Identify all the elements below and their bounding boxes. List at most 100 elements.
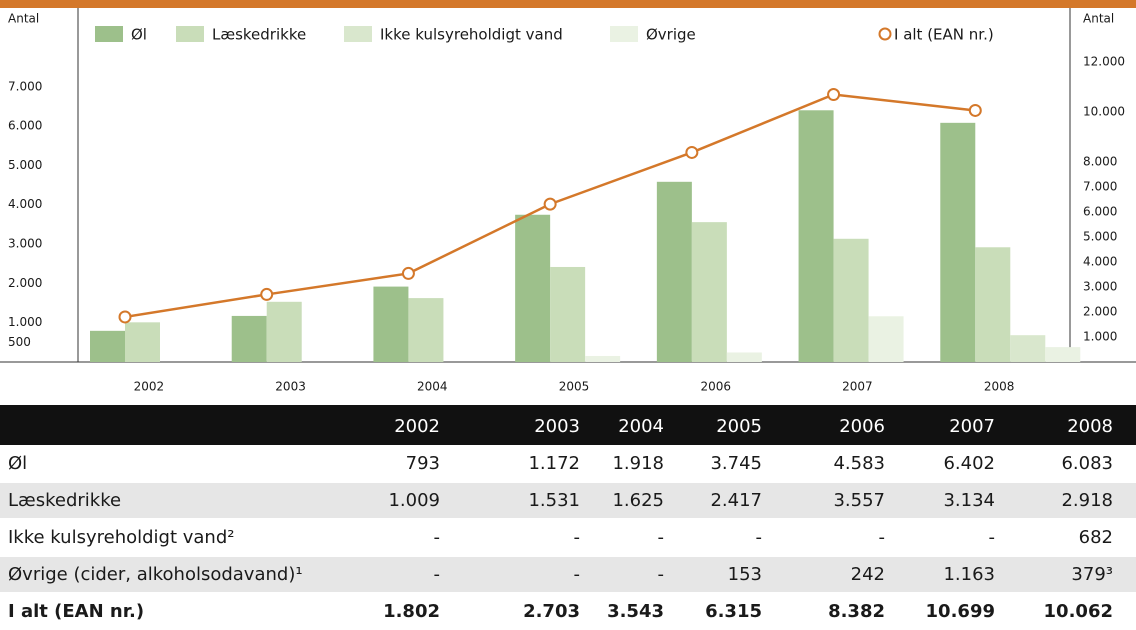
bar bbox=[266, 301, 302, 362]
legend-label: Øvrige bbox=[646, 26, 696, 44]
table-cell: 1.531 bbox=[528, 490, 580, 511]
y-tick-label: 5.000 bbox=[8, 158, 42, 172]
table-header-cell: 2002 bbox=[394, 416, 440, 437]
bar bbox=[1045, 347, 1081, 362]
bar bbox=[373, 286, 409, 362]
bar bbox=[868, 316, 904, 362]
table-cell: - bbox=[434, 527, 441, 548]
table-cell: 8.382 bbox=[828, 601, 885, 622]
table-row-label: Læskedrikke bbox=[8, 490, 121, 511]
table-row-label: Øvrige (cider, alkoholsodavand)¹ bbox=[8, 564, 303, 585]
table-cell: 3.557 bbox=[833, 490, 885, 511]
bar bbox=[90, 330, 125, 362]
table-cell: 1.625 bbox=[612, 490, 664, 511]
x-tick-label: 2002 bbox=[134, 380, 165, 394]
y2-axis-label: Antal bbox=[1083, 12, 1114, 26]
x-tick-label: 2005 bbox=[559, 380, 590, 394]
legend-swatch bbox=[610, 26, 638, 42]
y2-tick-label: 4.000 bbox=[1083, 255, 1117, 269]
table-cell: 3.134 bbox=[943, 490, 995, 511]
bar bbox=[975, 247, 1011, 362]
legend-label: Øl bbox=[131, 26, 147, 44]
table-header-cell: 2004 bbox=[618, 416, 664, 437]
table-header-cell: 2003 bbox=[534, 416, 580, 437]
table-header-cell: 2007 bbox=[949, 416, 995, 437]
legend-swatch bbox=[95, 26, 123, 42]
table-row-label: Øl bbox=[8, 453, 27, 474]
table-cell: - bbox=[574, 564, 581, 585]
table-row-label: Ikke kulsyreholdigt vand² bbox=[8, 527, 235, 548]
y2-tick-label: 2.000 bbox=[1083, 305, 1117, 319]
table-row-label: I alt (EAN nr.) bbox=[8, 601, 144, 622]
legend-label: Læskedrikke bbox=[212, 26, 306, 44]
table-cell: 1.163 bbox=[943, 564, 995, 585]
legend-swatch bbox=[176, 26, 204, 42]
total-point bbox=[685, 145, 699, 159]
y2-tick-label: 3.000 bbox=[1083, 280, 1117, 294]
table-cell: - bbox=[658, 564, 665, 585]
y-tick-label: 1.000 bbox=[8, 315, 42, 329]
table-header-cell: 2008 bbox=[1067, 416, 1113, 437]
legend-label: I alt (EAN nr.) bbox=[894, 26, 994, 44]
total-point bbox=[118, 310, 132, 324]
table-cell: - bbox=[658, 527, 665, 548]
table-header-bg bbox=[0, 405, 1136, 445]
table-header-cell: 2005 bbox=[716, 416, 762, 437]
x-tick-label: 2007 bbox=[842, 380, 873, 394]
legend-label: Ikke kulsyreholdigt vand bbox=[380, 26, 563, 44]
table-cell: 2.417 bbox=[710, 490, 762, 511]
legend-marker bbox=[878, 27, 892, 41]
total-point bbox=[827, 88, 841, 102]
table-header-cell: 2006 bbox=[839, 416, 885, 437]
table-row-bg bbox=[0, 483, 1136, 518]
bar bbox=[408, 298, 444, 362]
y2-tick-label: 6.000 bbox=[1083, 205, 1117, 219]
x-tick-label: 2006 bbox=[700, 380, 731, 394]
table-cell: 153 bbox=[728, 564, 762, 585]
table-cell: 10.062 bbox=[1044, 601, 1113, 622]
bar bbox=[940, 122, 976, 362]
table-cell: 1.802 bbox=[383, 601, 440, 622]
table-row-bg bbox=[0, 557, 1136, 592]
table-cell: 1.009 bbox=[388, 490, 440, 511]
x-tick-label: 2008 bbox=[984, 380, 1015, 394]
bar bbox=[691, 222, 727, 362]
total-point bbox=[260, 287, 274, 301]
bar bbox=[833, 238, 869, 362]
table-cell: 1.172 bbox=[528, 453, 580, 474]
bar bbox=[515, 214, 551, 362]
table-cell: 242 bbox=[851, 564, 885, 585]
table-cell: 6.315 bbox=[705, 601, 762, 622]
table-cell: - bbox=[756, 527, 763, 548]
y-axis-label: Antal bbox=[8, 12, 39, 26]
y-tick-label: 4.000 bbox=[8, 197, 42, 211]
y2-tick-label: 8.000 bbox=[1083, 155, 1117, 169]
table-cell: 3.745 bbox=[710, 453, 762, 474]
y2-tick-label: 7.000 bbox=[1083, 180, 1117, 194]
y-tick-label: 6.000 bbox=[8, 119, 42, 133]
y2-tick-label: 1.000 bbox=[1083, 330, 1117, 344]
total-point bbox=[543, 197, 557, 211]
table-cell: 3.543 bbox=[607, 601, 664, 622]
table-cell: - bbox=[879, 527, 886, 548]
y2-tick-label: 5.000 bbox=[1083, 230, 1117, 244]
y2-tick-label: 10.000 bbox=[1083, 105, 1125, 119]
legend-swatch bbox=[344, 26, 372, 42]
bar bbox=[726, 352, 762, 362]
total-point bbox=[401, 266, 415, 280]
x-tick-label: 2003 bbox=[275, 380, 306, 394]
total-point bbox=[968, 103, 982, 117]
table-cell: 4.583 bbox=[833, 453, 885, 474]
bar bbox=[125, 322, 160, 362]
table-cell: 6.083 bbox=[1061, 453, 1113, 474]
table-cell: - bbox=[434, 564, 441, 585]
table-cell: 10.699 bbox=[926, 601, 995, 622]
table-cell: 2.918 bbox=[1061, 490, 1113, 511]
bar bbox=[656, 181, 692, 362]
top-bar bbox=[0, 0, 1136, 8]
bar bbox=[798, 110, 834, 362]
bar bbox=[1010, 335, 1046, 362]
table-cell: 379³ bbox=[1071, 564, 1113, 585]
y2-tick-label: 12.000 bbox=[1083, 55, 1125, 69]
